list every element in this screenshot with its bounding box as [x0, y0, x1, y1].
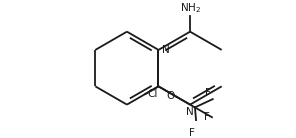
- Text: NH$_2$: NH$_2$: [179, 1, 201, 15]
- Text: N: N: [186, 107, 194, 117]
- Text: O: O: [166, 91, 175, 101]
- Text: F: F: [205, 88, 211, 98]
- Text: Cl: Cl: [147, 89, 157, 99]
- Text: F: F: [189, 128, 195, 138]
- Text: F: F: [204, 112, 210, 122]
- Text: N: N: [162, 45, 170, 55]
